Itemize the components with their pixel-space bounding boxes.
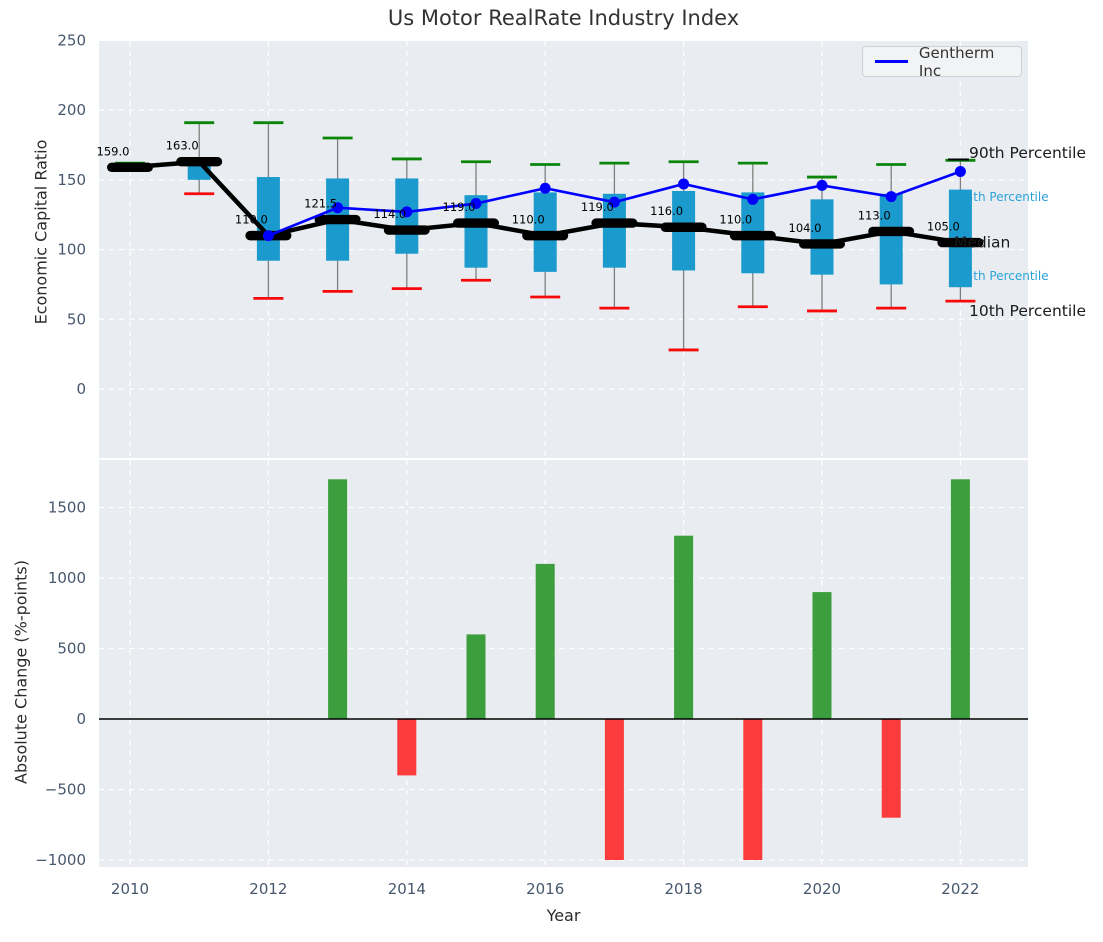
- change-bar-positive: [950, 479, 970, 719]
- bottom-y-tick-label: −500: [45, 781, 86, 799]
- bottom-y-tick-label: −1000: [35, 851, 86, 869]
- bottom-y-tick-label: 1000: [48, 569, 86, 587]
- company-point: [885, 191, 897, 203]
- median-marker: [591, 218, 638, 228]
- median-value-label: 110.0: [235, 213, 268, 227]
- annotation-25th-percentile: 25th Percentile: [958, 269, 1049, 283]
- company-point: [747, 193, 759, 205]
- bottom-plot-area: [99, 460, 1028, 867]
- x-tick-label: 2012: [249, 880, 287, 898]
- change-bar-negative: [743, 719, 763, 860]
- median-value-label: 119.0: [443, 200, 476, 214]
- iqr-box: [879, 193, 903, 285]
- iqr-box: [810, 199, 834, 275]
- legend-label: Gentherm Inc: [918, 43, 995, 80]
- median-value-label: 163.0: [166, 139, 199, 153]
- change-bar-negative: [881, 719, 901, 818]
- company-point: [539, 182, 551, 194]
- bottom-y-tick-label: 0: [76, 710, 86, 728]
- x-axis-label: Year: [546, 906, 581, 925]
- company-point: [470, 198, 482, 210]
- top-y-axis-label: Economic Capital Ratio: [31, 139, 51, 325]
- change-bar-positive: [812, 592, 832, 719]
- annotation-75th-percentile: 75th Percentile: [958, 190, 1049, 204]
- median-value-label: 121.5: [304, 197, 337, 211]
- iqr-box: [464, 195, 488, 268]
- annotation-median: Median: [954, 234, 1010, 252]
- company-point: [954, 165, 966, 177]
- company-point: [401, 206, 413, 218]
- median-marker: [176, 157, 223, 167]
- legend-line-sample: [875, 60, 908, 63]
- chart-title: Us Motor RealRate Industry Index: [387, 6, 740, 30]
- median-value-label: 105.0: [927, 220, 960, 234]
- change-bar-positive: [535, 563, 555, 719]
- x-tick-label: 2010: [111, 880, 149, 898]
- bottom-y-tick-label: 1500: [48, 499, 86, 517]
- change-bar-negative: [604, 719, 624, 860]
- bottom-y-axis-label: Absolute Change (%-points): [11, 560, 31, 784]
- change-bar-positive: [328, 479, 348, 719]
- company-point: [608, 196, 620, 208]
- top-y-tick-label: 200: [57, 101, 86, 119]
- x-tick-label: 2018: [665, 880, 703, 898]
- top-y-tick-label: 150: [57, 171, 86, 189]
- median-marker: [937, 237, 984, 248]
- median-value-label: 113.0: [858, 208, 891, 222]
- iqr-box: [602, 193, 626, 268]
- company-point: [262, 230, 274, 242]
- median-marker: [729, 230, 776, 241]
- annotation-10th-percentile: 10th Percentile: [969, 302, 1086, 320]
- median-value-label: 110.0: [512, 213, 545, 227]
- median-marker: [522, 230, 569, 241]
- median-marker: [799, 239, 845, 249]
- company-point: [678, 178, 690, 190]
- top-y-tick-label: 50: [67, 310, 86, 328]
- top-y-tick-label: 0: [76, 380, 86, 398]
- x-tick-label: 2022: [941, 880, 979, 898]
- change-bar-positive: [674, 535, 694, 719]
- median-value-label: 114.0: [373, 207, 406, 221]
- median-marker: [453, 218, 499, 228]
- x-tick-label: 2020: [803, 880, 841, 898]
- legend: Gentherm Inc: [862, 43, 1022, 80]
- median-marker: [107, 162, 153, 172]
- median-value-label: 159.0: [97, 144, 130, 158]
- median-value-label: 116.0: [650, 204, 683, 218]
- median-value-label: 110.0: [719, 213, 752, 227]
- change-bar-negative: [397, 719, 417, 776]
- top-y-tick-label: 100: [57, 241, 86, 259]
- annotation-90th-percentile: 90th Percentile: [969, 144, 1086, 162]
- change-bar-positive: [466, 634, 486, 719]
- top-y-tick-label: 250: [57, 31, 86, 49]
- bottom-y-tick-label: 500: [57, 640, 86, 658]
- x-tick-label: 2014: [388, 880, 426, 898]
- company-point: [332, 202, 344, 214]
- median-marker: [660, 222, 707, 232]
- median-value-label: 104.0: [789, 221, 822, 235]
- median-marker: [314, 214, 361, 225]
- median-marker: [868, 226, 915, 237]
- company-point: [816, 179, 828, 191]
- median-value-label: 119.0: [581, 200, 614, 214]
- x-tick-label: 2016: [526, 880, 564, 898]
- median-marker: [383, 225, 430, 235]
